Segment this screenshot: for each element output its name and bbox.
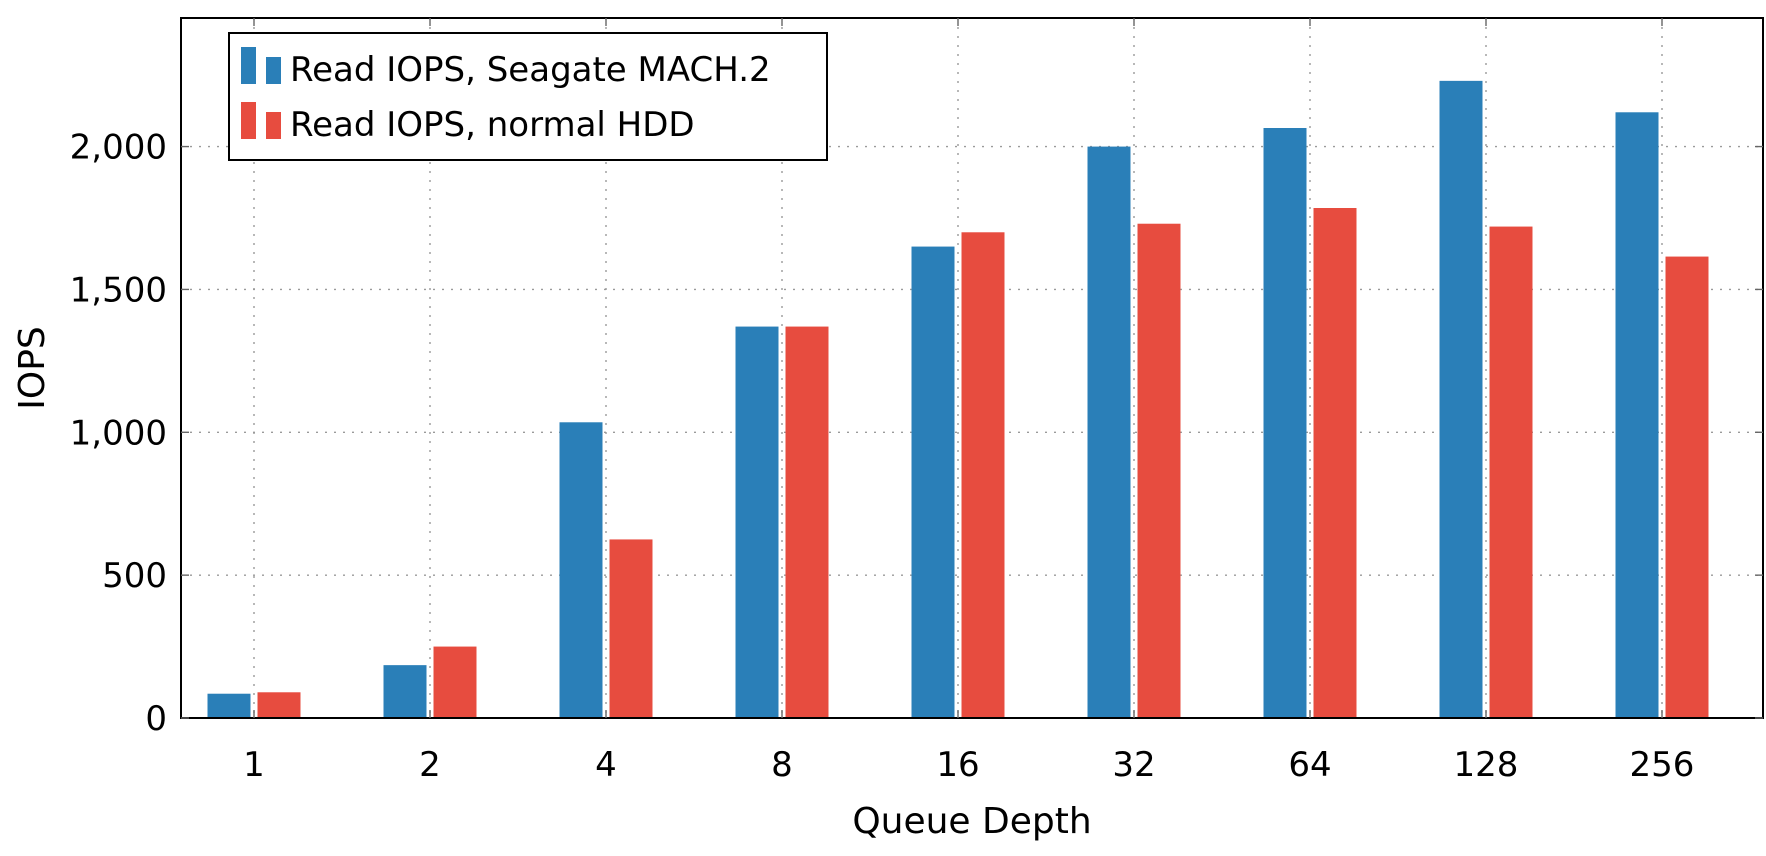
bar-normal-hdd bbox=[257, 692, 301, 718]
bar-seagate-mach2 bbox=[383, 665, 427, 718]
x-axis-title: Queue Depth bbox=[852, 801, 1091, 842]
bar-seagate-mach2 bbox=[1263, 128, 1307, 718]
ticks bbox=[181, 18, 1763, 719]
x-tick-label: 2 bbox=[419, 745, 441, 785]
legend-swatch bbox=[241, 47, 256, 84]
legend-swatch bbox=[241, 102, 256, 139]
plot-frame bbox=[180, 17, 1764, 719]
bar-normal-hdd bbox=[1665, 256, 1709, 718]
bar-seagate-mach2 bbox=[1615, 112, 1659, 719]
bar-seagate-mach2 bbox=[735, 326, 779, 718]
bar-normal-hdd bbox=[433, 646, 477, 718]
x-tick-label: 256 bbox=[1630, 745, 1695, 785]
bar-seagate-mach2 bbox=[1439, 80, 1483, 719]
x-tick-label: 4 bbox=[595, 745, 617, 785]
y-tick-label: 1,500 bbox=[70, 270, 167, 310]
x-tick-label: 128 bbox=[1454, 745, 1519, 785]
legend-box bbox=[228, 32, 828, 161]
y-tick-label: 2,000 bbox=[70, 128, 167, 168]
x-tick-label: 16 bbox=[936, 745, 979, 785]
x-tick-label: 32 bbox=[1112, 745, 1155, 785]
bar-normal-hdd bbox=[1489, 226, 1533, 719]
bars bbox=[207, 80, 1709, 719]
bar-normal-hdd bbox=[785, 326, 829, 718]
bar-seagate-mach2 bbox=[207, 693, 251, 718]
y-tick-label: 500 bbox=[102, 556, 167, 596]
tick-labels: 0 500 1,000 1,500 2,000 1 2 4 8 16 32 64 128 256 bbox=[70, 128, 1695, 785]
legend: Read IOPS, Seagate MACH.2 Read IOPS, norm… bbox=[228, 32, 828, 161]
bar-seagate-mach2 bbox=[1087, 146, 1131, 719]
legend-label: Read IOPS, normal HDD bbox=[290, 105, 695, 145]
bar-normal-hdd bbox=[961, 232, 1005, 719]
y-tick-label: 0 bbox=[145, 699, 167, 739]
bar-normal-hdd bbox=[1313, 208, 1357, 718]
bar-normal-hdd bbox=[609, 539, 653, 718]
x-tick-label: 1 bbox=[243, 745, 265, 785]
x-tick-label: 8 bbox=[771, 745, 793, 785]
legend-label: Read IOPS, Seagate MACH.2 bbox=[290, 50, 771, 90]
y-tick-label: 1,000 bbox=[70, 413, 167, 453]
legend-swatch bbox=[266, 57, 281, 84]
bar-seagate-mach2 bbox=[911, 246, 955, 719]
bar-seagate-mach2 bbox=[559, 422, 603, 718]
y-axis-title: IOPS bbox=[12, 326, 53, 410]
x-tick-label: 64 bbox=[1288, 745, 1331, 785]
bar-normal-hdd bbox=[1137, 223, 1181, 718]
legend-swatch bbox=[266, 112, 281, 139]
